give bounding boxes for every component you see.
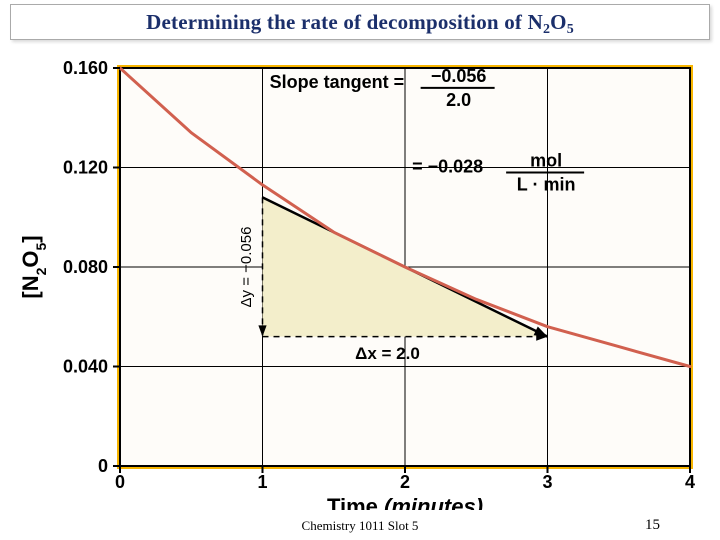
svg-text:0: 0 bbox=[115, 472, 125, 492]
svg-text:1: 1 bbox=[257, 472, 267, 492]
title-prefix: Determining the rate of decomposition of… bbox=[146, 10, 543, 34]
svg-text:−0.056: −0.056 bbox=[431, 66, 487, 86]
svg-text:= −0.028: = −0.028 bbox=[412, 156, 483, 176]
svg-text:0.040: 0.040 bbox=[63, 357, 108, 377]
svg-text:L · min: L · min bbox=[517, 174, 576, 194]
title-sub1: 2 bbox=[543, 22, 550, 37]
svg-text:0.160: 0.160 bbox=[63, 58, 108, 78]
page-number: 15 bbox=[645, 517, 660, 534]
svg-text:3: 3 bbox=[542, 472, 552, 492]
svg-text:4: 4 bbox=[685, 472, 695, 492]
footer-center: Chemistry 1011 Slot 5 bbox=[0, 518, 720, 534]
chart-svg: 0 1 2 3 4 0 0.040 0.080 0.120 0.160 Time (minutes)… bbox=[10, 46, 710, 510]
svg-text:mol: mol bbox=[530, 150, 562, 170]
svg-text:Slope tangent =: Slope tangent = bbox=[270, 72, 405, 92]
chart-area: 0 1 2 3 4 0 0.040 0.080 0.120 0.160 Time (minutes)… bbox=[10, 46, 710, 510]
svg-text:[N2O5]: [N2O5] bbox=[18, 235, 49, 298]
svg-text:2: 2 bbox=[400, 472, 410, 492]
svg-text:Time (minutes): Time (minutes) bbox=[327, 494, 483, 510]
svg-text:0.080: 0.080 bbox=[63, 257, 108, 277]
svg-text:0: 0 bbox=[98, 456, 108, 476]
svg-text:Δx = 2.0: Δx = 2.0 bbox=[355, 344, 420, 363]
title-bar: Determining the rate of decomposition of… bbox=[10, 4, 710, 40]
svg-text:Δy = −0.056: Δy = −0.056 bbox=[238, 227, 255, 308]
title-mid: O bbox=[550, 10, 567, 34]
svg-text:2.0: 2.0 bbox=[446, 90, 471, 110]
slide: Determining the rate of decomposition of… bbox=[0, 0, 720, 540]
svg-text:0.120: 0.120 bbox=[63, 158, 108, 178]
slide-title: Determining the rate of decomposition of… bbox=[146, 10, 574, 35]
title-sub2: 5 bbox=[567, 22, 574, 37]
